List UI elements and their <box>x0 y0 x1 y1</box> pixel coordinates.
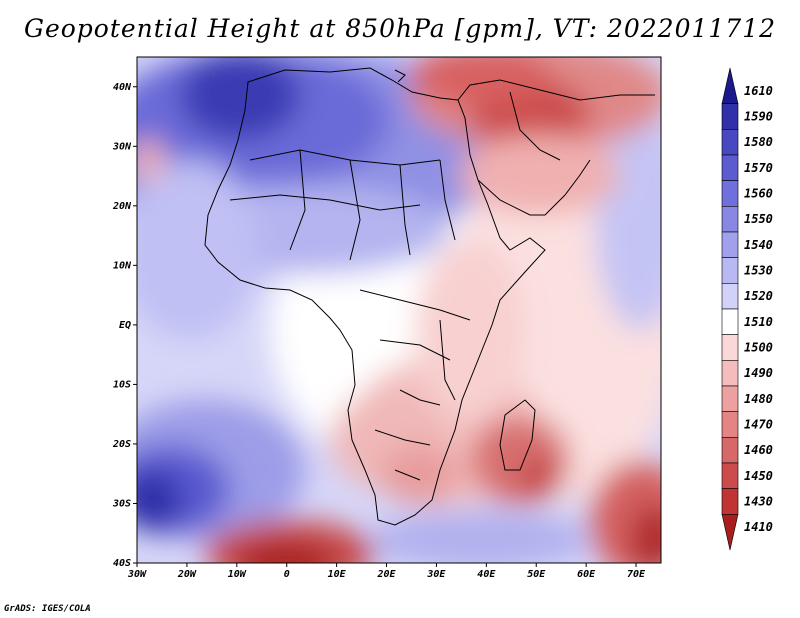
map-frame <box>136 56 662 564</box>
colorbar-label: 1550 <box>744 212 773 226</box>
colorbar: 1610 1590 1580 1570 1560 1550 1540 1530 1520 1510… <box>721 67 773 551</box>
lon-label: 60E <box>577 569 596 580</box>
colorbar-label: 1460 <box>744 443 773 457</box>
colorbar-label: 1570 <box>744 161 773 175</box>
colorbar-swatch <box>721 257 739 284</box>
map-title: Geopotential Height at 850hPa [gpm], VT:… <box>23 14 777 43</box>
longitude-axis: 30W 20W 10W 0 10E 20E 30E 40E 50E 60E 70E <box>127 563 646 580</box>
colorbar-label: 1450 <box>744 469 773 483</box>
lat-label: 40S <box>113 558 131 569</box>
colorbar-label: 1540 <box>744 238 773 252</box>
colorbar-label: 1480 <box>744 392 773 406</box>
colorbar-label: 1510 <box>744 315 773 329</box>
colorbar-swatch <box>721 334 739 361</box>
colorbar-swatch <box>721 360 739 387</box>
lat-label: EQ <box>119 320 131 331</box>
lon-label: 50E <box>527 569 546 580</box>
colorbar-swatch <box>721 180 739 207</box>
coastlines <box>204 67 655 526</box>
colorbar-label: 1580 <box>744 135 773 149</box>
colorbar-swatch <box>721 411 739 438</box>
lon-label: 30W <box>127 569 147 580</box>
colorbar-swatch <box>721 129 739 156</box>
lon-label: 30E <box>426 569 446 580</box>
lon-label: 70E <box>627 569 646 580</box>
colorbar-swatch <box>721 385 739 412</box>
colorbar-label: 1500 <box>744 341 773 355</box>
colorbar-label: 1410 <box>744 520 773 534</box>
lat-label: 10N <box>113 260 132 271</box>
colorbar-label: 1590 <box>744 110 773 124</box>
lat-label: 20N <box>112 201 132 212</box>
colorbar-swatch <box>721 462 739 489</box>
colorbar-swatch <box>721 103 739 130</box>
colorbar-label: 1520 <box>744 289 773 303</box>
colorbar-swatch <box>721 437 739 464</box>
contour-field <box>137 57 661 563</box>
colorbar-label: 1530 <box>744 264 773 278</box>
colorbar-swatch <box>721 67 739 104</box>
colorbar-swatch <box>721 514 739 551</box>
colorbar-swatch <box>721 231 739 258</box>
lon-label: 20W <box>177 569 197 580</box>
colorbar-swatch <box>721 308 739 335</box>
lat-label: 40N <box>113 82 132 93</box>
colorbar-swatch <box>721 488 739 515</box>
colorbar-label: 1610 <box>744 84 773 98</box>
lat-label: 30S <box>112 498 131 509</box>
colorbar-label: 1430 <box>744 495 773 509</box>
colorbar-swatch <box>721 154 739 181</box>
latitude-axis: 40N 30N 20N 10N EQ 10S 20S 30S 40S <box>112 82 137 569</box>
lon-label: 10E <box>328 569 347 580</box>
lon-label: 0 <box>284 569 290 580</box>
credit-text: GrADS: IGES/COLA <box>4 604 91 614</box>
colorbar-label: 1560 <box>744 187 773 201</box>
colorbar-label: 1490 <box>744 366 773 380</box>
lat-label: 10S <box>113 379 131 390</box>
lat-label: 20S <box>112 439 131 450</box>
colorbar-label: 1470 <box>744 418 773 432</box>
colorbar-swatch <box>721 283 739 310</box>
lat-label: 30N <box>112 141 132 152</box>
lon-label: 40E <box>477 569 496 580</box>
lon-label: 10W <box>228 569 247 580</box>
lon-label: 20E <box>376 569 396 580</box>
colorbar-swatch <box>721 206 739 233</box>
